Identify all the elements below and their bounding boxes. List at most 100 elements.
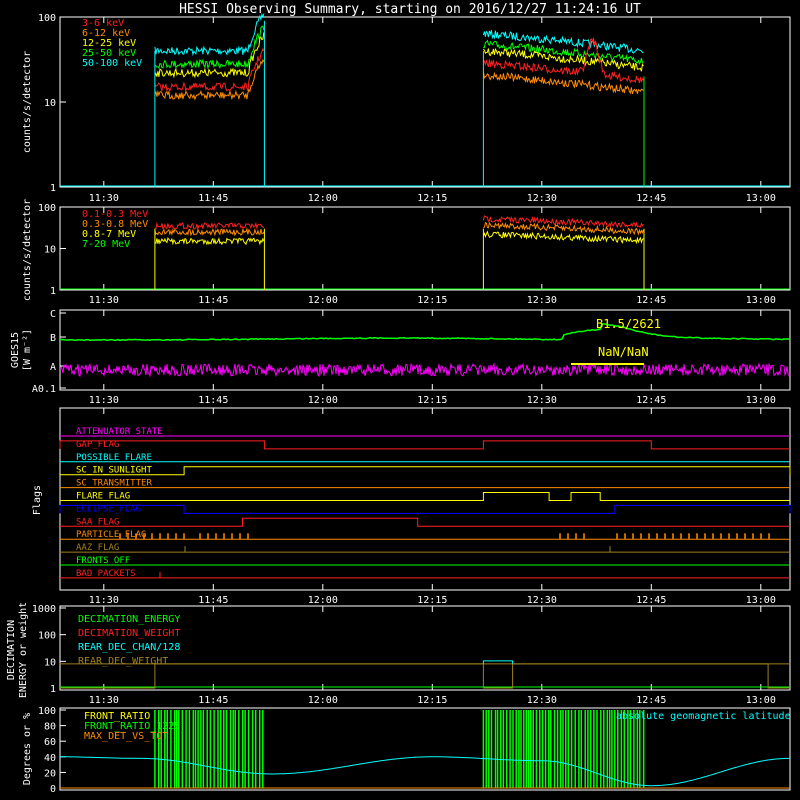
legend-item: DECIMATION_WEIGHT [78, 628, 180, 639]
x-tick-label: 12:15 [417, 395, 447, 406]
x-tick-label: 12:15 [417, 695, 447, 706]
series-1 [154, 227, 265, 237]
y-tick-label: 1 [50, 183, 56, 194]
series-1 [483, 221, 644, 236]
annotation-latitude: absolute geomagnetic latitude [616, 711, 791, 722]
panel-decimation-frame [59, 605, 791, 691]
x-tick-label: 11:30 [89, 595, 119, 606]
x-tick-label: 12:15 [417, 295, 447, 306]
y-tick-label: 1 [50, 684, 56, 695]
y-axis-label: counts/s/detector [22, 199, 33, 301]
y-tick-label: 10 [44, 657, 56, 668]
series-3 [483, 39, 644, 65]
legend-item: 3-6 keV [82, 18, 124, 29]
flag-label: ATTENUATOR_STATE [76, 427, 163, 437]
x-tick-label: 12:45 [636, 295, 666, 306]
y-tick-label: A [50, 362, 56, 373]
x-tick-label: 12:30 [527, 193, 557, 204]
panel-goes: C B A A0.1 GOES15 [W m⁻²] 11:30 11:45 12:00 12:15… [10, 309, 791, 406]
legend-item: FRONT_RATIO [84, 711, 150, 722]
x-tick-label: 11:30 [89, 395, 119, 406]
legend-item: 7-20 MeV [82, 239, 130, 250]
y-tick-label: 100 [38, 13, 56, 24]
y-tick-label: B [50, 333, 56, 344]
y-axis-label: counts/s/detector [22, 51, 33, 153]
series-front-ratio [482, 710, 645, 788]
series-2 [482, 230, 644, 245]
series-3 [60, 663, 790, 689]
flag-label: GAP_FLAG [76, 440, 119, 450]
y-axis-label: DECIMATION [6, 620, 17, 680]
series-4 [154, 12, 265, 57]
series-0 [154, 47, 265, 93]
series-1 [154, 58, 265, 101]
x-tick-label: 12:00 [308, 193, 338, 204]
x-tick-label: 11:45 [198, 695, 228, 706]
series-2 [483, 47, 644, 72]
panel-goes-frame [59, 309, 791, 391]
x-tick-label: 12:30 [527, 595, 557, 606]
x-tick-label: 12:00 [308, 595, 338, 606]
x-tick-label: 12:30 [527, 295, 557, 306]
panel-flags: Flags 11:30 11:45 12:00 12:15 12:30 12:45 13:00… [32, 407, 791, 606]
series-0 [154, 221, 265, 231]
legend-item: 0.8-7 MeV [82, 229, 136, 240]
x-tick-label: 12:15 [417, 595, 447, 606]
flag-label: AAZ_FLAG [76, 543, 119, 553]
series-2 [482, 660, 514, 664]
flag-line [59, 440, 790, 450]
x-tick-label: 12:00 [308, 395, 338, 406]
x-tick-label: 11:30 [89, 295, 119, 306]
legend-item: REAR_DEC_CHAN/128 [78, 642, 180, 653]
flag-label: BAD_PACKETS [76, 569, 136, 579]
x-tick-label: 12:15 [417, 193, 447, 204]
y-tick-label: 100 [38, 631, 56, 642]
y-tick-label: 80 [44, 722, 56, 733]
panel-low-energy: 100 10 1 counts/s/detector 11:30 11:45 12:00 12… [22, 12, 791, 204]
legend-item: FRONT_RATIO_1225 [84, 721, 180, 732]
legend-item: 0.1-0.3 MeV [82, 209, 148, 220]
series-2 [154, 32, 265, 79]
y-axis-label: Flags [32, 485, 43, 515]
flag-spikes [119, 533, 770, 540]
flag-label: SC_TRANSMITTER [76, 479, 152, 489]
y-tick-label: 100 [38, 706, 56, 717]
y-axis-label-units: [W m⁻²] [22, 329, 33, 371]
x-tick-label: 11:45 [198, 595, 228, 606]
series-3 [154, 25, 265, 70]
series-0 [482, 215, 644, 229]
y-tick-label: 1000 [32, 604, 56, 615]
x-tick-label: 11:45 [198, 295, 228, 306]
y-tick-label: 20 [44, 768, 56, 779]
flag-line [60, 466, 791, 476]
legend-item: 50-100 keV [82, 58, 142, 69]
legend-item: 12-25 keV [82, 38, 136, 49]
y-tick-label: A0.1 [32, 384, 56, 395]
y-tick-label: 100 [38, 203, 56, 214]
x-tick-label: 11:45 [198, 193, 228, 204]
legend-item: 0.3-0.8 MeV [82, 219, 148, 230]
x-tick-label: 11:30 [89, 193, 119, 204]
panel-ratio: 100 80 60 40 20 0 Degrees or % FRONT_RATIOFRONT… [22, 706, 791, 795]
x-tick-label: 11:45 [198, 395, 228, 406]
x-tick-label: 11:30 [89, 695, 119, 706]
y-axis-label: Degrees or % [22, 713, 33, 785]
flag-label: FRONTS_OFF [76, 556, 130, 566]
y-tick-label: 60 [44, 737, 56, 748]
legend-item: DECIMATION_ENERGY [78, 614, 180, 625]
flag-label: SC_IN_SUNLIGHT [76, 466, 152, 476]
flag-label: SAA_FLAG [76, 517, 119, 527]
y-tick-label: 1 [50, 286, 56, 297]
flag-label: FLARE_FLAG [76, 492, 130, 502]
y-tick-label: 10 [44, 98, 56, 109]
x-tick-label: 12:00 [308, 295, 338, 306]
chart-title: HESSI Observing Summary, starting on 201… [179, 2, 641, 17]
x-tick-label: 13:00 [746, 395, 776, 406]
series-latitude [60, 756, 790, 787]
panel-high-energy-frame [59, 206, 791, 291]
x-tick-label: 13:00 [746, 695, 776, 706]
flag-line [59, 504, 791, 514]
panel-low-energy-frame [59, 16, 791, 188]
series-front-ratio [154, 710, 264, 788]
